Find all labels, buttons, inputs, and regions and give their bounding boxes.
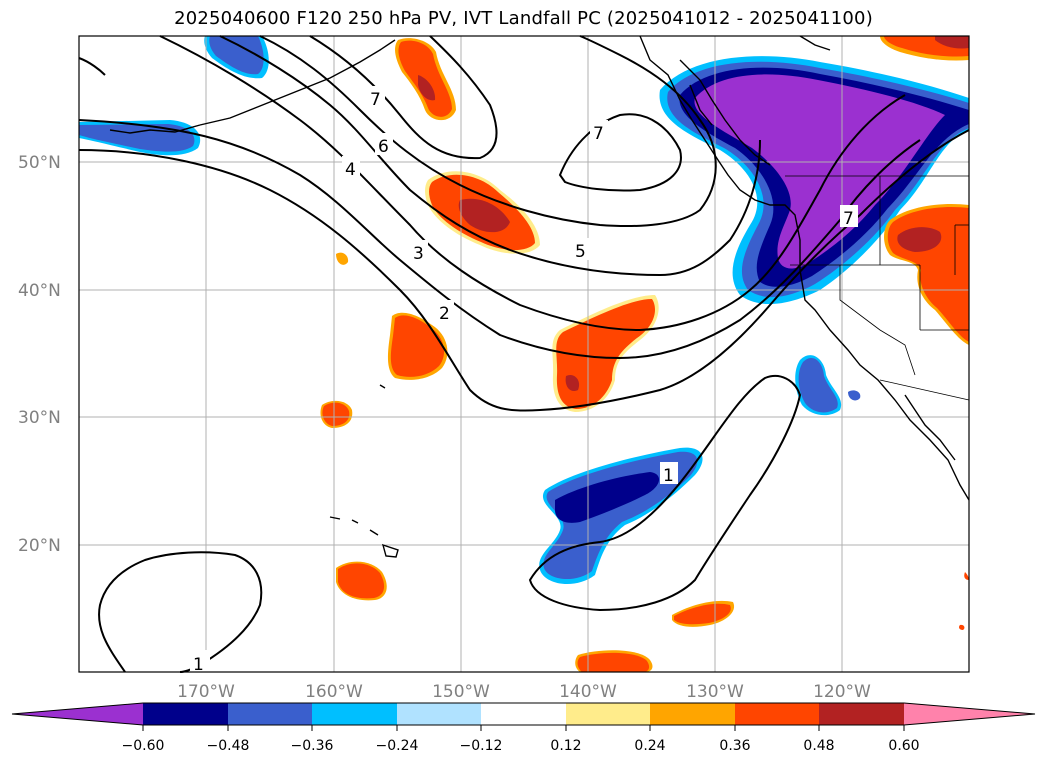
- contour-label: 3: [413, 244, 424, 264]
- blob-north-pacific-a-core: [209, 36, 264, 75]
- colorbar-segment: [566, 703, 650, 725]
- colorbar-tick-label: −0.48: [207, 738, 250, 754]
- colorbar-tick-label: 0.12: [550, 738, 581, 754]
- colorbar-tick-label: −0.24: [376, 738, 419, 754]
- colorbar-segment: [143, 703, 228, 725]
- contour-label: 4: [345, 160, 356, 180]
- lat-label: 30°N: [18, 408, 61, 428]
- coastline-layer: [109, 35, 970, 558]
- colorbar-tick-label: −0.60: [122, 738, 165, 754]
- colorbar-segment: [397, 703, 481, 725]
- contour-label: 2: [439, 304, 450, 324]
- colorbar-tick-label: 0.36: [719, 738, 750, 754]
- colorbar-segment: [819, 703, 904, 725]
- contour-label: 5: [575, 242, 586, 262]
- map-title: 2025040600 F120 250 hPa PV, IVT Landfall…: [174, 8, 873, 29]
- contour-label: 1: [193, 655, 204, 675]
- colorbar-segment: [735, 703, 819, 725]
- negative-anomaly-pnw: [659, 56, 969, 305]
- blob-socal-b: [848, 390, 861, 401]
- contour-label-group: 1 1 2 3 4 5 6 7 7 7: [190, 86, 858, 675]
- lat-label: 50°N: [18, 153, 61, 173]
- colorbar-tick-label: 0.24: [634, 738, 665, 754]
- lon-label: 130°W: [686, 682, 744, 702]
- colorbar-extend-min: [12, 703, 143, 725]
- colorbar-tick-label: 0.48: [803, 738, 834, 754]
- lat-label: 40°N: [18, 281, 61, 301]
- lon-label: 160°W: [305, 682, 363, 702]
- colorbar-segment: [650, 703, 735, 725]
- lon-label: 150°W: [432, 682, 490, 702]
- blob-subtropical-core: [555, 472, 660, 523]
- colorbar-tick-label: −0.36: [291, 738, 334, 754]
- colorbar-tick-label: 0.60: [888, 738, 919, 754]
- blob-subtropical-mid: [543, 451, 698, 580]
- lat-label: 20°N: [18, 536, 61, 556]
- graticule: [79, 36, 969, 672]
- colorbar: −0.60 −0.48 −0.36 −0.24 −0.12 0.12 0.24 …: [11, 702, 1036, 754]
- contour-label: 7: [370, 90, 381, 110]
- map-frame: [78, 35, 970, 673]
- colorbar-segment: [312, 703, 397, 725]
- contour-label: 1: [663, 466, 674, 486]
- lon-label: 140°W: [559, 682, 617, 702]
- contour-label: 7: [593, 124, 604, 144]
- pv-contours: [78, 35, 970, 673]
- colorbar-extend-max: [904, 703, 1035, 725]
- shaded-field-layer: [79, 36, 969, 672]
- colorbar-tick-label: −0.12: [460, 738, 503, 754]
- colorbar-segment: [228, 703, 312, 725]
- lon-label: 120°W: [813, 682, 871, 702]
- lon-label: 170°W: [177, 682, 235, 702]
- contour-label: 7: [843, 209, 854, 229]
- colorbar-segment: [481, 703, 566, 725]
- contour-label: 6: [378, 137, 389, 157]
